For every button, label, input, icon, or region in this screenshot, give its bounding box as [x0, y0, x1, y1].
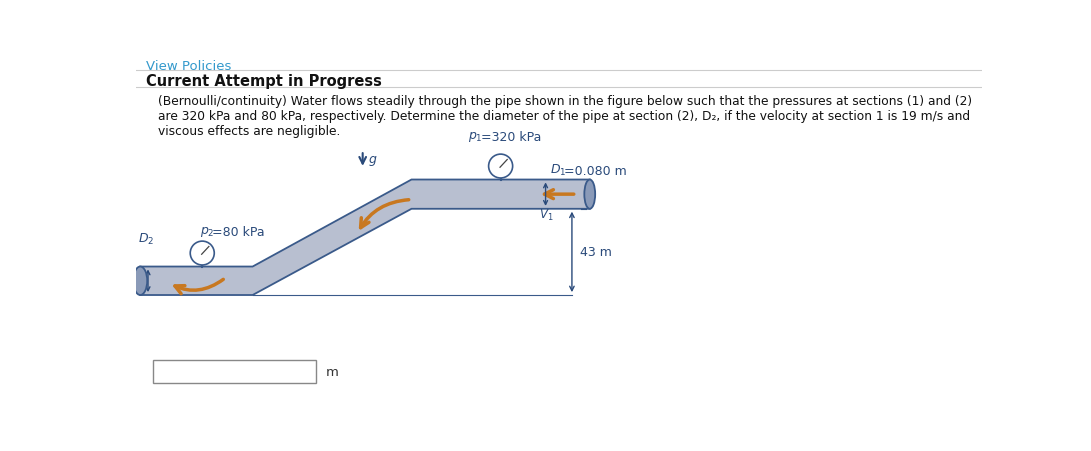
Circle shape — [489, 155, 513, 179]
Ellipse shape — [585, 180, 596, 209]
Text: =0.080 m: =0.080 m — [564, 165, 627, 178]
Text: $p_1$: $p_1$ — [468, 130, 483, 144]
Text: $D_1$: $D_1$ — [550, 163, 566, 178]
Text: g: g — [368, 152, 376, 166]
Text: m: m — [325, 365, 338, 378]
Text: =80 kPa: =80 kPa — [213, 226, 265, 239]
Text: viscous effects are negligible.: viscous effects are negligible. — [158, 125, 340, 138]
Text: View Policies: View Policies — [146, 60, 231, 73]
Ellipse shape — [133, 267, 147, 295]
Text: $p_2$: $p_2$ — [200, 225, 215, 239]
Text: are 320 kPa and 80 kPa, respectively. Determine the diameter of the pipe at sect: are 320 kPa and 80 kPa, respectively. De… — [158, 110, 970, 122]
Text: Current Attempt in Progress: Current Attempt in Progress — [146, 74, 382, 89]
Text: 43 m: 43 m — [579, 246, 612, 259]
Text: $V_1$: $V_1$ — [539, 208, 554, 223]
Circle shape — [190, 242, 214, 265]
Polygon shape — [141, 180, 590, 295]
Text: (Bernoulli/continuity) Water flows steadily through the pipe shown in the figure: (Bernoulli/continuity) Water flows stead… — [158, 95, 972, 108]
Text: $D_2$: $D_2$ — [137, 231, 154, 246]
Text: =320 kPa: =320 kPa — [481, 131, 541, 144]
FancyBboxPatch shape — [154, 360, 316, 383]
